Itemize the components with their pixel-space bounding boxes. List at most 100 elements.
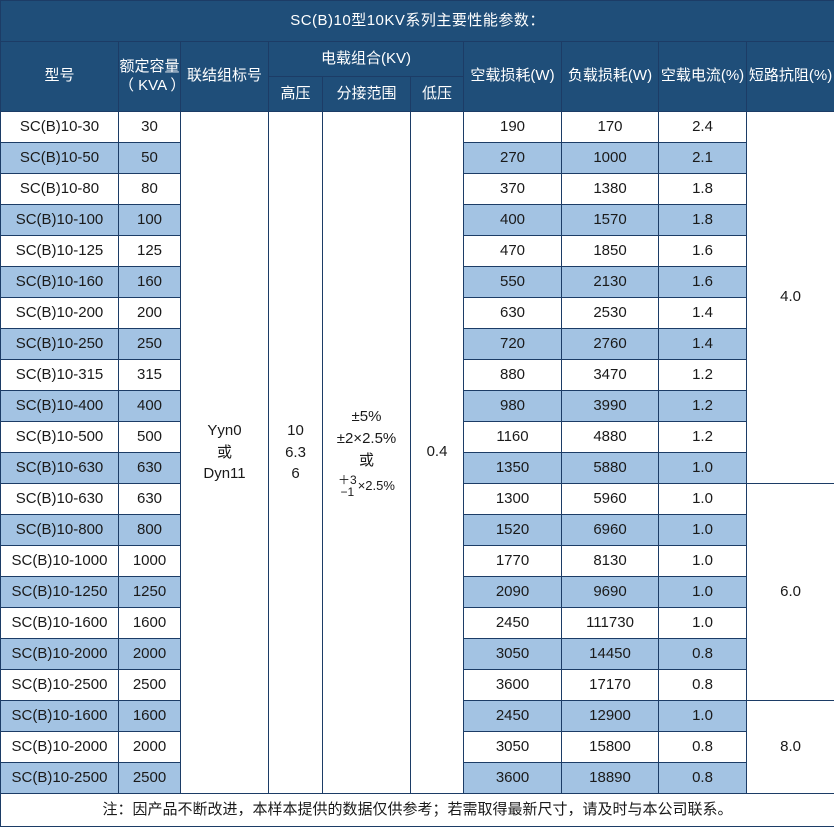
cell-model: SC(B)10-800 <box>1 515 119 546</box>
cell-model: SC(B)10-1250 <box>1 577 119 608</box>
header-capacity: 额定容量 （ KVA ） <box>119 42 181 112</box>
header-hv: 高压 <box>269 77 323 112</box>
cell-load-loss: 4880 <box>562 422 659 453</box>
cell-model: SC(B)10-2500 <box>1 763 119 794</box>
cell-model: SC(B)10-630 <box>1 453 119 484</box>
cell-model: SC(B)10-30 <box>1 112 119 143</box>
cell-load-loss: 3470 <box>562 360 659 391</box>
cell-no-load-current: 1.4 <box>659 298 747 329</box>
footer-row: 注：因产品不断改进，本样本提供的数据仅供参考；若需取得最新尺寸，请及时与本公司联… <box>1 794 834 827</box>
cell-load-loss: 14450 <box>562 639 659 670</box>
cell-load-loss: 1380 <box>562 174 659 205</box>
cell-no-load-loss: 880 <box>464 360 562 391</box>
connection-line2: 或 <box>217 442 232 464</box>
cell-no-load-current: 1.0 <box>659 608 747 639</box>
cell-model: SC(B)10-160 <box>1 267 119 298</box>
cell-load-loss: 8130 <box>562 546 659 577</box>
cell-capacity: 315 <box>119 360 181 391</box>
cell-no-load-loss: 1160 <box>464 422 562 453</box>
header-model: 型号 <box>1 42 119 112</box>
cell-load-loss: 3990 <box>562 391 659 422</box>
cell-no-load-current: 1.4 <box>659 329 747 360</box>
cell-impedance: 8.0 <box>747 701 834 794</box>
cell-load-loss: 111730 <box>562 608 659 639</box>
tap-line2: ±2×2.5% <box>337 428 397 450</box>
cell-impedance: 6.0 <box>747 484 834 701</box>
cell-no-load-current: 1.6 <box>659 267 747 298</box>
tap-line3: 或 <box>359 450 374 472</box>
tap-frac-suffix: ×2.5% <box>358 477 395 496</box>
cell-no-load-loss: 2090 <box>464 577 562 608</box>
cell-model: SC(B)10-200 <box>1 298 119 329</box>
header-voltage-group: 电载组合(KV) <box>269 42 464 77</box>
cell-no-load-current: 1.8 <box>659 205 747 236</box>
header-connection: 联结组标号 <box>181 42 269 112</box>
cell-capacity: 160 <box>119 267 181 298</box>
header-impedance: 短路抗阻(%) <box>747 42 834 112</box>
cell-capacity: 400 <box>119 391 181 422</box>
cell-no-load-current: 0.8 <box>659 670 747 701</box>
hv-line3: 6 <box>291 463 299 485</box>
cell-no-load-current: 1.2 <box>659 422 747 453</box>
cell-load-loss: 9690 <box>562 577 659 608</box>
cell-model: SC(B)10-630 <box>1 484 119 515</box>
cell-model: SC(B)10-2000 <box>1 732 119 763</box>
cell-load-loss: 1000 <box>562 143 659 174</box>
cell-tap-range: ±5%±2×2.5%或＋3−1×2.5% <box>323 112 411 794</box>
cell-load-loss: 18890 <box>562 763 659 794</box>
cell-no-load-loss: 400 <box>464 205 562 236</box>
cell-no-load-loss: 3600 <box>464 763 562 794</box>
header-load-loss: 负载损耗(W) <box>562 42 659 112</box>
connection-line3: Dyn11 <box>203 463 245 485</box>
cell-lv-value: 0.4 <box>411 112 464 794</box>
cell-no-load-current: 1.0 <box>659 546 747 577</box>
header-capacity-line1: 额定容量 <box>119 58 180 77</box>
cell-model: SC(B)10-1600 <box>1 608 119 639</box>
cell-no-load-current: 1.0 <box>659 515 747 546</box>
cell-no-load-current: 1.6 <box>659 236 747 267</box>
cell-model: SC(B)10-1600 <box>1 701 119 732</box>
cell-no-load-loss: 3050 <box>464 639 562 670</box>
header-no-load-current: 空载电流(%) <box>659 42 747 112</box>
cell-load-loss: 2130 <box>562 267 659 298</box>
cell-model: SC(B)10-500 <box>1 422 119 453</box>
cell-capacity: 200 <box>119 298 181 329</box>
cell-load-loss: 17170 <box>562 670 659 701</box>
cell-no-load-current: 0.8 <box>659 763 747 794</box>
cell-capacity: 125 <box>119 236 181 267</box>
cell-capacity: 1600 <box>119 608 181 639</box>
cell-load-loss: 1850 <box>562 236 659 267</box>
cell-capacity: 500 <box>119 422 181 453</box>
cell-load-loss: 15800 <box>562 732 659 763</box>
cell-load-loss: 12900 <box>562 701 659 732</box>
cell-no-load-loss: 470 <box>464 236 562 267</box>
tap-fraction: ＋3−1×2.5% <box>338 474 395 499</box>
cell-no-load-current: 0.8 <box>659 732 747 763</box>
cell-no-load-loss: 980 <box>464 391 562 422</box>
cell-no-load-current: 2.1 <box>659 143 747 174</box>
cell-load-loss: 2760 <box>562 329 659 360</box>
cell-capacity: 2000 <box>119 732 181 763</box>
cell-load-loss: 5960 <box>562 484 659 515</box>
cell-no-load-current: 1.0 <box>659 701 747 732</box>
connection-line1: Yyn0 <box>207 420 241 442</box>
cell-capacity: 30 <box>119 112 181 143</box>
cell-no-load-current: 1.0 <box>659 484 747 515</box>
cell-capacity: 50 <box>119 143 181 174</box>
cell-no-load-loss: 1300 <box>464 484 562 515</box>
cell-load-loss: 5880 <box>562 453 659 484</box>
cell-capacity: 2500 <box>119 763 181 794</box>
cell-capacity: 1000 <box>119 546 181 577</box>
hv-line2: 6.3 <box>285 442 306 464</box>
cell-no-load-current: 1.8 <box>659 174 747 205</box>
cell-no-load-loss: 370 <box>464 174 562 205</box>
cell-model: SC(B)10-50 <box>1 143 119 174</box>
cell-model: SC(B)10-2000 <box>1 639 119 670</box>
cell-no-load-current: 1.2 <box>659 360 747 391</box>
cell-no-load-loss: 3600 <box>464 670 562 701</box>
cell-capacity: 630 <box>119 484 181 515</box>
cell-capacity: 250 <box>119 329 181 360</box>
cell-no-load-loss: 720 <box>464 329 562 360</box>
